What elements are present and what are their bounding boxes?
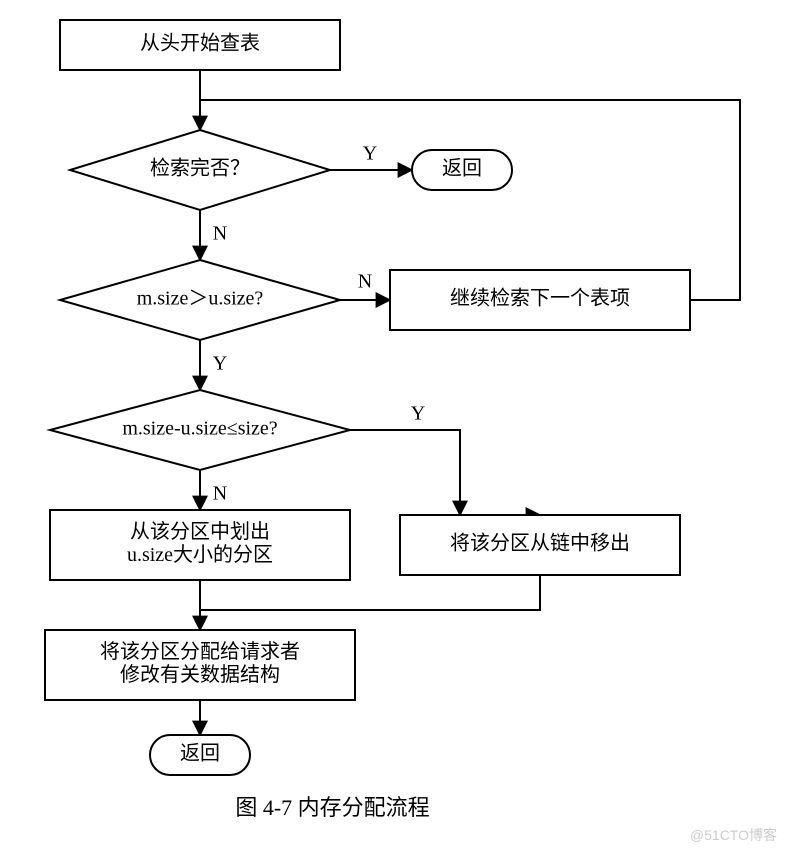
edge-label-2: N <box>213 223 227 245</box>
node-carve: 从该分区中划出u.size大小的分区 <box>50 510 350 580</box>
node-text-start-0: 从头开始查表 <box>140 32 260 55</box>
edge-label-5: Y <box>213 353 227 375</box>
node-ret1: 返回 <box>412 150 512 190</box>
node-text-d2-0: m.size＞u.size? <box>137 288 264 310</box>
node-ret2: 返回 <box>150 735 250 775</box>
edge-label-9: N <box>213 483 227 505</box>
edge-label-3: N <box>358 271 372 293</box>
node-text-assign-0: 将该分区分配给请求者 <box>100 640 300 663</box>
node-text-ret1-0: 返回 <box>442 157 482 180</box>
edge-label-6: Y <box>411 403 425 425</box>
edge-label-1: Y <box>363 143 377 165</box>
node-text-carve-1: u.size大小的分区 <box>127 543 273 566</box>
figure-caption: 图 4-7 内存分配流程 <box>235 795 429 820</box>
node-text-remove-0: 将该分区从链中移出 <box>450 532 630 555</box>
flowchart-canvas: Y N N Y Y N 从头开始查表检索完否？ 返回 m.size＞u.size? 继续检索下一个… <box>0 0 785 850</box>
node-text-ret2-0: 返回 <box>180 742 220 765</box>
node-text-next-0: 继续检索下一个表项 <box>450 287 630 310</box>
node-assign: 将该分区分配给请求者修改有关数据结构 <box>45 630 355 700</box>
node-text-carve-0: 从该分区中划出 <box>130 520 270 543</box>
node-next: 继续检索下一个表项 <box>390 270 690 330</box>
node-text-d3-0: m.size-u.size≤size? <box>122 418 277 440</box>
node-start: 从头开始查表 <box>60 20 340 70</box>
watermark: @51CTO博客 <box>690 827 777 843</box>
node-text-d1-0: 检索完否？ <box>150 157 250 180</box>
node-remove: 将该分区从链中移出 <box>400 515 680 575</box>
node-text-assign-1: 修改有关数据结构 <box>120 663 280 686</box>
